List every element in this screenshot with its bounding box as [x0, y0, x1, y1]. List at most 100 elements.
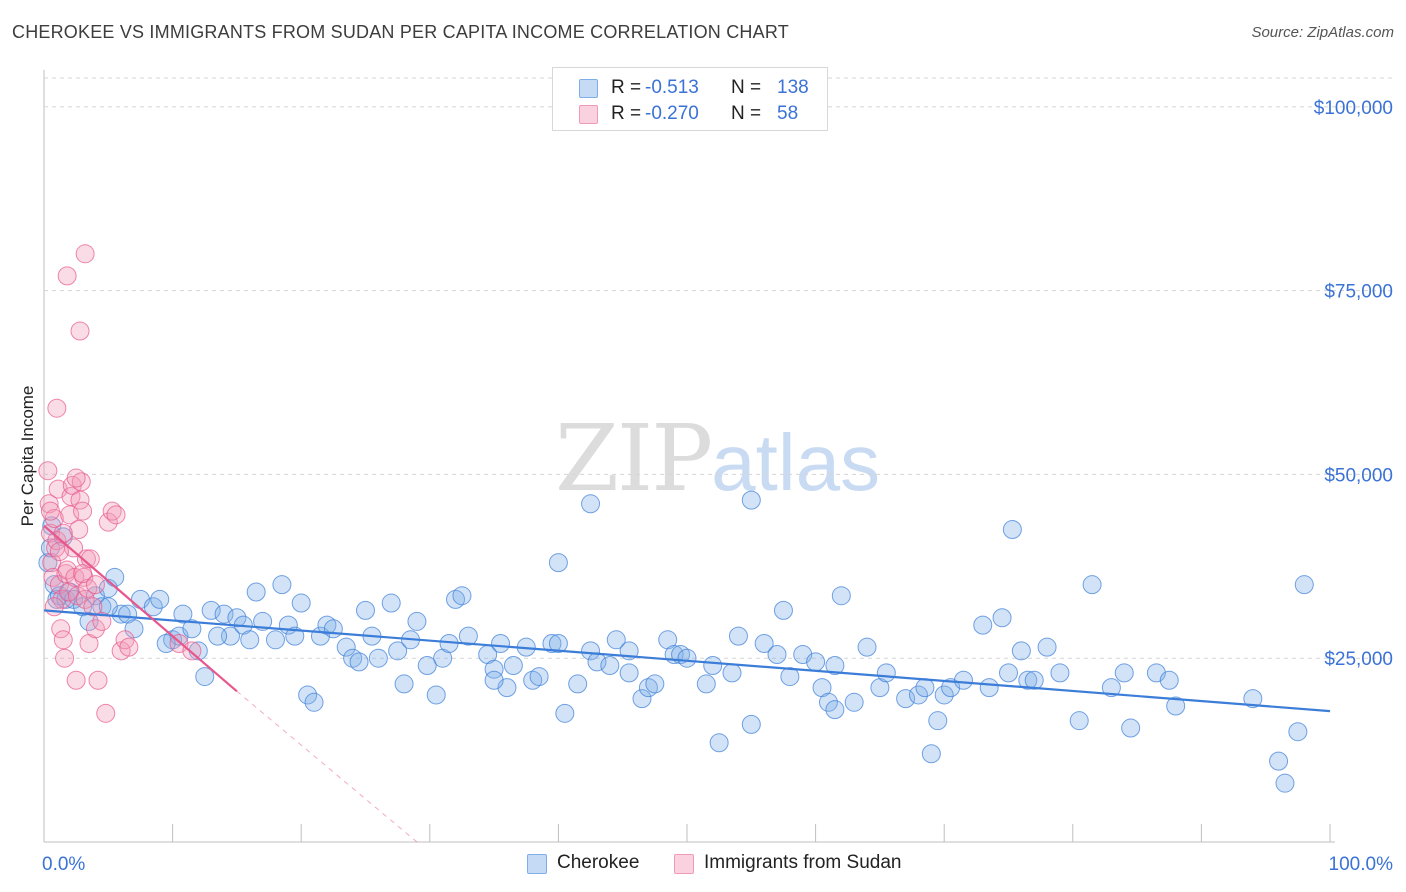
cherokee-point: [773, 600, 793, 620]
sudan-point: [83, 597, 103, 617]
sudan-point: [75, 244, 95, 264]
cherokee-point: [1050, 663, 1070, 683]
cherokee-point: [446, 589, 466, 609]
cherokee-point: [529, 667, 549, 687]
y-tick-label: $25,000: [1324, 649, 1393, 670]
sudan-point: [66, 468, 86, 488]
sudan-point: [75, 589, 95, 609]
cherokee-point: [825, 656, 845, 676]
cherokee-point: [1082, 575, 1102, 595]
cherokee-point: [548, 553, 568, 573]
cherokee-point: [825, 700, 845, 720]
cherokee-point: [1294, 575, 1314, 595]
sudan-point: [92, 611, 112, 631]
sudan-point: [102, 501, 122, 521]
cherokee-point: [285, 626, 305, 646]
sudan-point: [70, 321, 90, 341]
cherokee-point: [426, 685, 446, 705]
y-tick-label: $50,000: [1324, 465, 1393, 486]
cherokee-point: [999, 663, 1018, 683]
cherokee-point: [452, 586, 472, 606]
cherokee-point: [703, 656, 723, 676]
cherokee-point: [1275, 773, 1295, 793]
legend-swatch-cherokee: [527, 854, 547, 874]
sudan-point: [85, 575, 105, 595]
legend-row-cherokee: R = -0.513 N = 138: [553, 75, 827, 103]
sudan-point: [85, 619, 105, 639]
cherokee-point: [253, 611, 273, 631]
cherokee-point: [484, 670, 504, 690]
cherokee-point: [356, 600, 375, 620]
cherokee-point: [818, 692, 838, 712]
cherokee-point: [1159, 670, 1179, 690]
sudan-point: [119, 637, 139, 657]
series-legend: Cherokee Immigrants from Sudan: [0, 852, 1406, 878]
cherokee-point: [1101, 678, 1121, 698]
legend-label-cherokee: Cherokee: [557, 852, 640, 873]
cherokee-point: [600, 656, 620, 676]
x-tick-label: 100.0%: [1329, 854, 1394, 875]
sudan-point: [96, 703, 116, 723]
cherokee-point: [394, 674, 414, 694]
legend-n-label: N =: [731, 77, 762, 98]
cherokee-point: [1269, 751, 1289, 771]
y-tick-label: $75,000: [1324, 282, 1393, 303]
sudan-point: [69, 520, 89, 540]
cherokee-point: [1069, 711, 1089, 731]
cherokee-point: [214, 604, 234, 624]
sudan-point: [47, 531, 67, 551]
watermark: ZIPatlas: [555, 405, 880, 512]
cherokee-point: [1002, 520, 1022, 540]
cherokee-point: [417, 656, 437, 676]
cherokee-point: [921, 744, 941, 764]
sudan-point: [55, 648, 75, 668]
cherokee-point: [953, 670, 973, 690]
cherokee-point: [381, 593, 401, 613]
cherokee-point: [227, 608, 247, 628]
cherokee-point: [831, 586, 851, 606]
cherokee-trend-line: [43, 609, 1331, 713]
watermark-atlas: atlas: [711, 418, 881, 507]
legend-r-value: -0.270: [645, 103, 699, 124]
sudan-point: [49, 542, 69, 562]
sudan-point: [39, 494, 59, 514]
chart-title: CHEROKEE VS IMMIGRANTS FROM SUDAN PER CA…: [12, 22, 789, 42]
cherokee-point: [1114, 663, 1134, 683]
sudan-point: [71, 472, 91, 492]
cherokee-point: [195, 667, 215, 687]
sudan-point: [40, 501, 60, 521]
cherokee-point: [201, 600, 221, 620]
cherokee-point: [173, 604, 193, 624]
cherokee-point: [317, 615, 337, 635]
cherokee-point: [638, 678, 658, 698]
watermark-zip: ZIP: [555, 405, 713, 512]
legend-r-value: -0.513: [645, 77, 699, 98]
cherokee-point: [182, 619, 202, 639]
cherokee-point: [581, 494, 601, 514]
cherokee-point: [915, 678, 935, 698]
y-tick-label: $100,000: [1314, 98, 1393, 119]
sudan-point: [106, 505, 126, 525]
legend-swatch-sudan: [674, 854, 694, 874]
cherokee-point: [928, 711, 948, 731]
legend-row-sudan: R = -0.270 N = 58: [553, 101, 827, 129]
cherokee-point: [323, 619, 343, 639]
cherokee-point: [491, 633, 511, 653]
cherokee-point: [632, 689, 652, 709]
cherokee-point: [979, 678, 999, 698]
sudan-point: [38, 461, 58, 481]
cherokee-point: [728, 626, 748, 646]
cherokee-point: [606, 630, 626, 650]
cherokee-point: [1288, 722, 1308, 742]
cherokee-point: [143, 597, 163, 617]
cherokee-point: [304, 692, 324, 712]
cherokee-point: [265, 630, 285, 650]
cherokee-point: [542, 633, 562, 653]
x-tick-label: 0.0%: [42, 854, 85, 875]
cherokee-point: [857, 637, 877, 657]
correlation-legend: R = -0.513 N = 138 R = -0.270 N = 58: [552, 67, 828, 131]
cherokee-point: [806, 652, 826, 672]
sudan-trend-line: [43, 525, 238, 693]
cherokee-point: [388, 641, 408, 661]
